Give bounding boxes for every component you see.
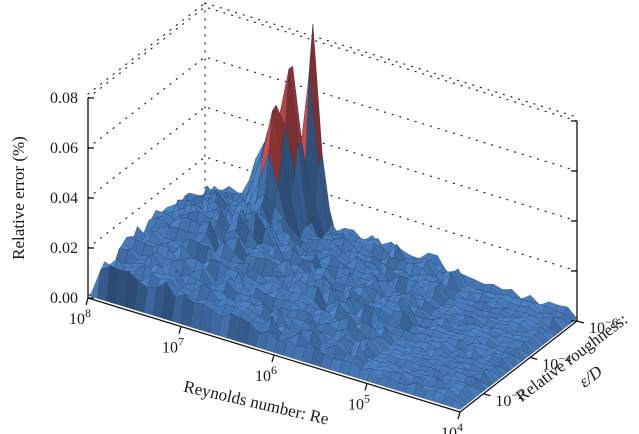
wall-gridline-3 (87, 56, 578, 172)
error-surface (87, 23, 578, 410)
z-tick-label-4: 0.08 (50, 90, 78, 107)
y-tick-label-2: 10−2 (495, 388, 524, 410)
z-tick-label-0: 0.00 (50, 290, 78, 307)
x-tick-4 (457, 411, 461, 420)
wall-edge-top-back (204, 2, 578, 118)
y-tick-0 (576, 320, 585, 324)
y-axis-label-line2: ε/D (576, 361, 607, 391)
y-tick-label-1: 10−4 (542, 351, 571, 373)
x-tick-2 (271, 354, 275, 363)
wall-gridline-1 (87, 156, 578, 272)
wall-edge-top-left (87, 2, 206, 95)
z-axis-label: Relative error (%) (9, 136, 28, 260)
x-tick-label-0: 108 (69, 306, 91, 328)
x-tick-label-4: 104 (441, 420, 463, 434)
surface-facet (450, 399, 465, 410)
x-tick-0 (85, 297, 89, 306)
wall-gridline-4 (87, 6, 578, 122)
back-walls (87, 2, 578, 272)
y-tick-1 (530, 356, 538, 361)
wall-gridline-2 (87, 106, 578, 222)
y-tick-2 (483, 393, 491, 397)
z-tick-label-3: 0.06 (50, 140, 78, 157)
z-tick-label-1: 0.02 (50, 240, 78, 257)
y-tick-label-0: 10−6 (589, 315, 618, 337)
axes: 0.00 0.02 0.04 0.06 0.08 108 107 106 105 104 10−6 1… (50, 90, 618, 434)
x-tick-label-3: 105 (348, 392, 370, 414)
x-tick-1 (178, 326, 182, 334)
y-axis-line (459, 320, 578, 413)
z-tick-label-2: 0.04 (50, 190, 78, 207)
x-tick-label-1: 107 (162, 335, 184, 357)
x-tick-3 (364, 383, 368, 391)
x-tick-label-2: 106 (255, 363, 277, 385)
